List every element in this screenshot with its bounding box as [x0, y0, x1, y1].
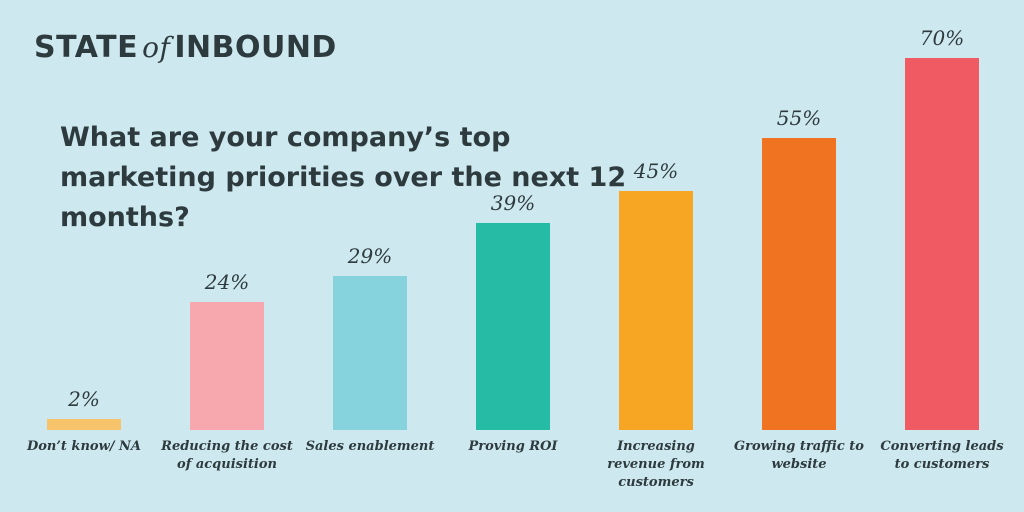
- value-label: 55%: [776, 105, 822, 130]
- value-label: 70%: [919, 26, 965, 50]
- x-tick-label: Proving ROI: [468, 439, 558, 454]
- brand-word: INBOUND: [174, 30, 337, 65]
- value-label: 39%: [490, 190, 536, 215]
- bar: [905, 58, 979, 430]
- value-label: 24%: [204, 270, 250, 295]
- value-label: 45%: [633, 158, 679, 183]
- x-tick-label: Increasing revenue from customers: [607, 439, 705, 490]
- bar: [476, 222, 550, 430]
- value-label: 29%: [347, 243, 393, 268]
- x-tick-label: Reducing the cost of acquisition: [161, 439, 293, 472]
- brand-word: STATE: [34, 30, 139, 65]
- x-tick-label: Converting leads to customers: [880, 439, 1004, 472]
- x-tick-label: Sales enablement: [305, 439, 435, 454]
- x-tick-label: Don’t know/ NA: [26, 439, 142, 454]
- brand-word: of: [142, 31, 171, 64]
- bar: [190, 302, 264, 430]
- x-tick-label: Growing traffic to website: [734, 439, 864, 472]
- value-label: 2%: [68, 387, 100, 412]
- bar: [47, 419, 121, 430]
- bar: [619, 190, 693, 430]
- brand: STATE of INBOUND: [34, 30, 337, 65]
- bar: [333, 275, 407, 430]
- chart-title: What are your company’s top marketing pr…: [60, 122, 627, 233]
- bar: [762, 137, 836, 430]
